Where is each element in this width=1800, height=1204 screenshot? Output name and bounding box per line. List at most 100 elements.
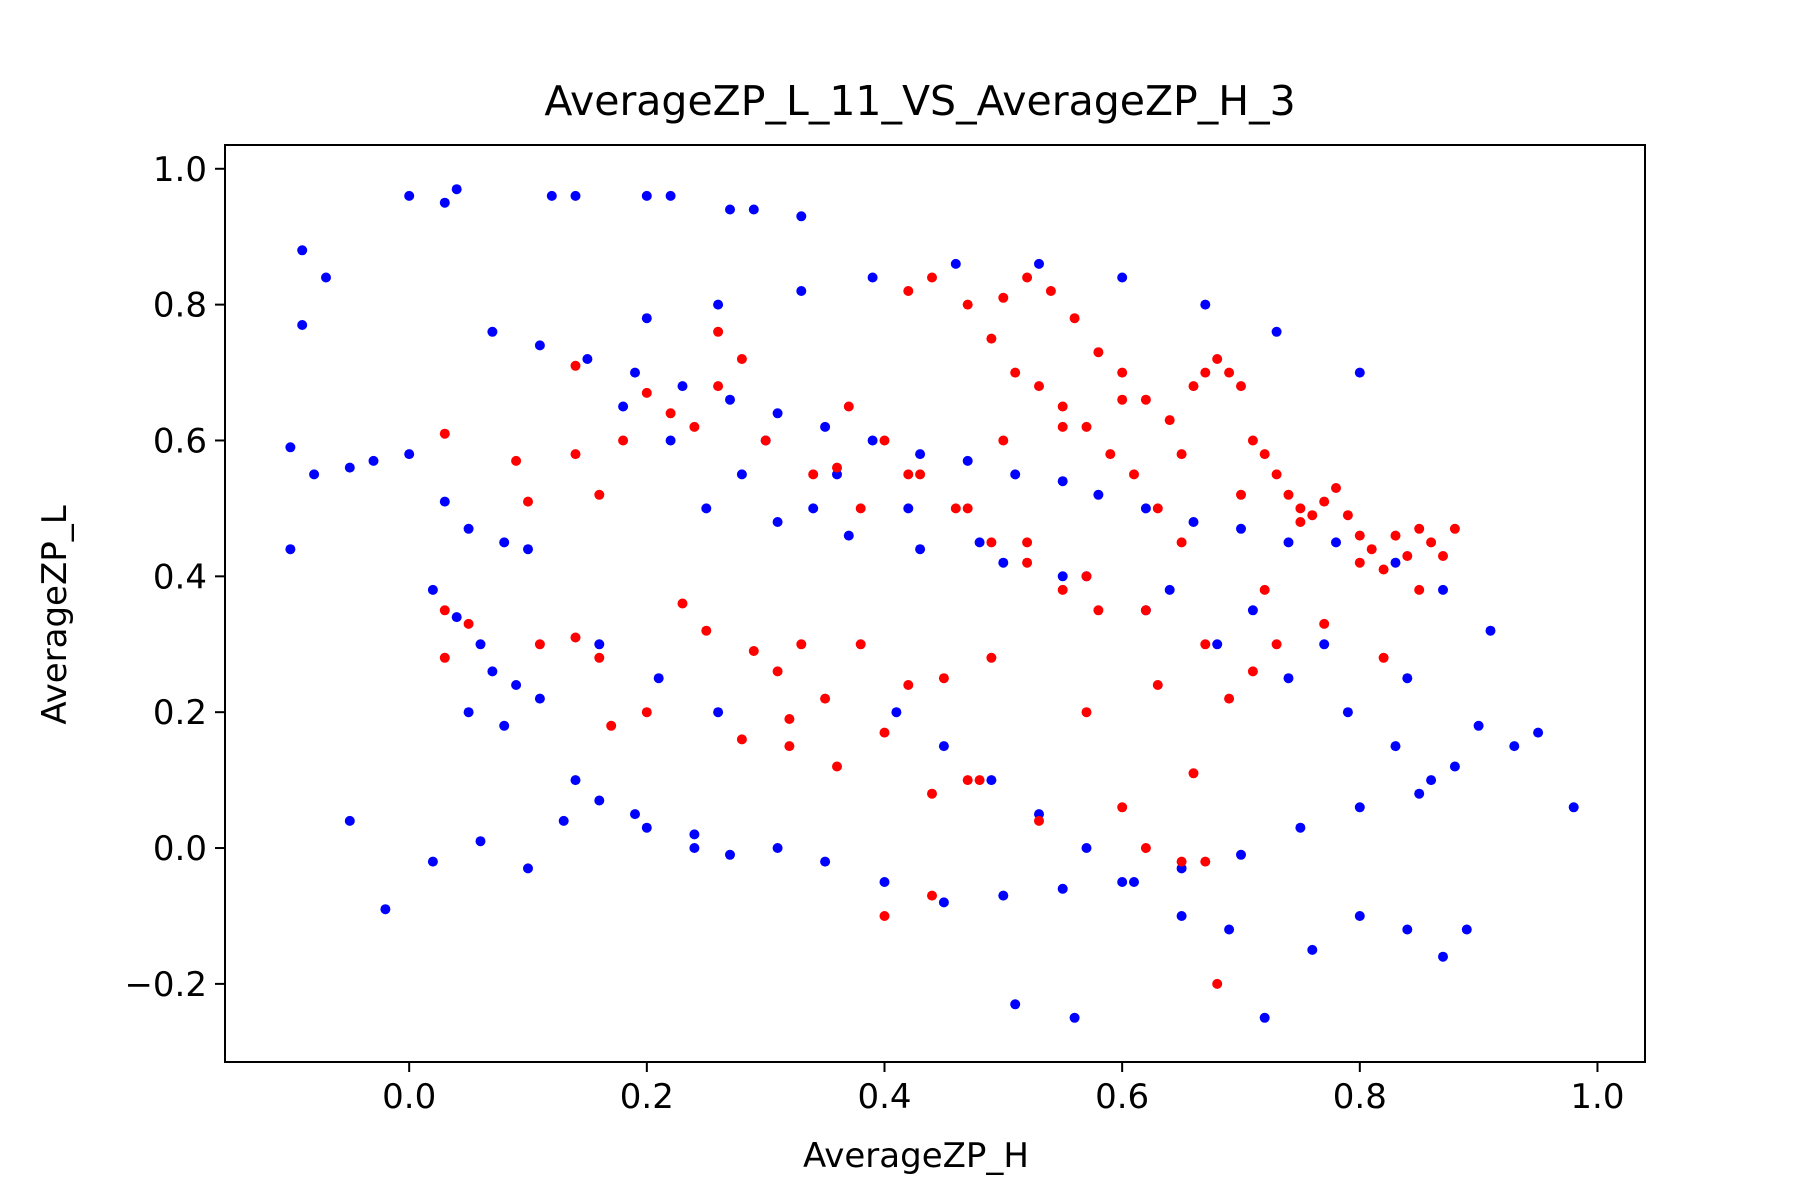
y-tick-label: −0.2 bbox=[124, 965, 207, 1005]
data-point bbox=[653, 673, 664, 684]
data-point bbox=[1295, 822, 1306, 833]
data-point bbox=[1283, 673, 1294, 684]
data-point bbox=[843, 401, 854, 412]
data-point bbox=[534, 340, 545, 351]
plot-frame bbox=[224, 144, 1646, 1063]
data-point bbox=[808, 503, 819, 514]
data-point bbox=[570, 632, 581, 643]
data-point bbox=[938, 897, 949, 908]
data-point bbox=[641, 387, 652, 398]
data-point bbox=[499, 537, 510, 548]
y-tick-label: 0.6 bbox=[153, 421, 207, 461]
data-point bbox=[463, 618, 474, 629]
data-point bbox=[962, 455, 973, 466]
data-point bbox=[950, 258, 961, 269]
x-tick-label: 0.4 bbox=[857, 1077, 911, 1117]
data-point bbox=[297, 320, 308, 330]
data-point bbox=[1176, 537, 1187, 548]
data-point bbox=[380, 904, 391, 915]
data-point bbox=[1045, 286, 1056, 296]
data-point bbox=[1212, 639, 1223, 650]
data-point bbox=[427, 584, 438, 595]
data-point bbox=[998, 292, 1009, 303]
data-point bbox=[1378, 652, 1389, 663]
data-point bbox=[1224, 367, 1235, 378]
data-point bbox=[1093, 347, 1104, 358]
data-point bbox=[499, 720, 510, 731]
data-point bbox=[1152, 503, 1163, 514]
x-tick-label: 0.6 bbox=[1095, 1077, 1149, 1117]
data-point bbox=[641, 313, 652, 324]
data-point bbox=[1176, 856, 1187, 867]
data-point bbox=[1449, 523, 1460, 534]
data-point bbox=[1414, 523, 1425, 534]
x-tick-label: 0.0 bbox=[382, 1077, 436, 1117]
data-point bbox=[523, 496, 533, 507]
data-point bbox=[1129, 877, 1139, 887]
data-point bbox=[1319, 639, 1330, 650]
data-point bbox=[1390, 557, 1401, 568]
data-point bbox=[784, 741, 795, 752]
data-point bbox=[1081, 843, 1092, 853]
data-point bbox=[1331, 537, 1341, 548]
data-point bbox=[1402, 551, 1413, 561]
data-point bbox=[582, 354, 593, 364]
data-point bbox=[1354, 911, 1365, 921]
data-point bbox=[998, 557, 1009, 568]
data-point bbox=[713, 707, 724, 718]
y-tick-label: 0.8 bbox=[153, 286, 207, 326]
data-point bbox=[1188, 381, 1199, 392]
data-point bbox=[1057, 476, 1068, 487]
data-point bbox=[1022, 557, 1033, 568]
data-point bbox=[879, 911, 890, 921]
data-point bbox=[1271, 469, 1282, 480]
data-point bbox=[1164, 584, 1175, 595]
data-point bbox=[1034, 258, 1044, 269]
data-point bbox=[986, 652, 997, 663]
data-point bbox=[1200, 639, 1211, 650]
data-point bbox=[1259, 449, 1270, 460]
data-point bbox=[1236, 381, 1246, 392]
data-point bbox=[903, 469, 914, 480]
data-point bbox=[938, 741, 949, 752]
data-point bbox=[1473, 720, 1484, 731]
data-point bbox=[867, 272, 878, 283]
y-axis-label: AverageZP_L bbox=[35, 505, 75, 724]
data-point bbox=[808, 469, 819, 480]
data-point bbox=[915, 449, 926, 460]
data-point bbox=[713, 299, 724, 310]
data-point bbox=[1438, 551, 1448, 561]
data-point bbox=[297, 245, 308, 256]
data-point bbox=[748, 646, 759, 656]
data-point bbox=[1140, 605, 1151, 616]
data-point bbox=[558, 815, 569, 826]
data-point bbox=[285, 442, 296, 453]
y-tick-label: 1.0 bbox=[153, 150, 207, 190]
data-point bbox=[1022, 537, 1033, 548]
data-point bbox=[1022, 272, 1033, 283]
data-point bbox=[998, 890, 1009, 901]
data-point bbox=[1140, 503, 1151, 514]
data-point bbox=[701, 503, 712, 514]
data-point bbox=[736, 734, 747, 745]
data-point bbox=[1010, 367, 1021, 378]
data-point bbox=[1212, 354, 1223, 364]
data-point bbox=[1414, 584, 1425, 595]
data-point bbox=[855, 639, 866, 650]
data-point bbox=[725, 204, 735, 215]
data-point bbox=[843, 530, 854, 541]
data-point bbox=[570, 360, 581, 371]
data-point bbox=[1461, 924, 1472, 935]
data-point bbox=[832, 462, 842, 473]
data-point bbox=[641, 190, 652, 201]
data-point bbox=[606, 720, 617, 731]
data-point bbox=[927, 890, 937, 901]
data-point bbox=[439, 652, 450, 663]
data-point bbox=[1378, 564, 1389, 575]
data-point bbox=[962, 775, 973, 786]
data-point bbox=[1247, 666, 1258, 677]
data-point bbox=[713, 326, 724, 337]
data-point bbox=[1140, 843, 1151, 853]
data-point bbox=[736, 469, 747, 480]
data-point bbox=[618, 401, 629, 412]
